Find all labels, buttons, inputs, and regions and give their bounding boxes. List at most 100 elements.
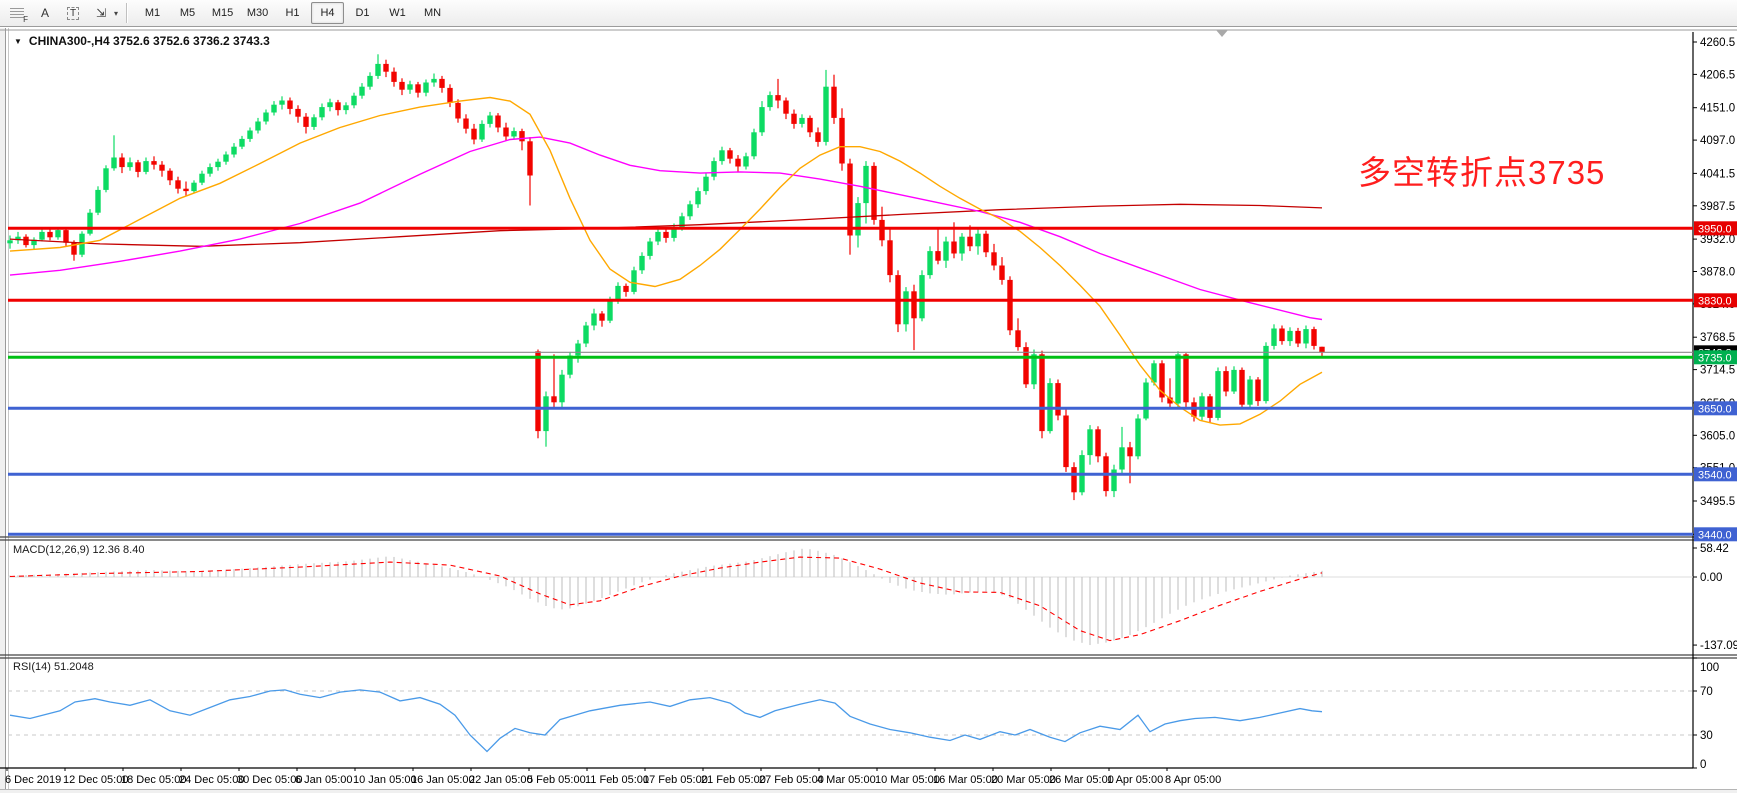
candle-up <box>767 95 773 108</box>
time-axis-label: 18 Dec 05:00 <box>121 774 186 786</box>
title-dropdown-icon[interactable]: ▼ <box>14 36 22 46</box>
candle-up <box>943 241 949 261</box>
timeframe-button-m1[interactable]: M1 <box>144 7 161 19</box>
candle-up <box>575 343 581 356</box>
candle-up <box>311 117 317 127</box>
macd-axis-label: 58.42 <box>1700 543 1729 555</box>
candle-up <box>1087 429 1093 456</box>
candle-up <box>223 154 229 162</box>
price-chart-svg[interactable]: 4260.5 4206.5 4151.0 4097.0 4041.5 3987.5 3932… <box>0 28 1737 792</box>
price-tick-label: 3714.5 <box>1700 365 1735 377</box>
candle-up <box>639 255 645 271</box>
candle-up <box>647 241 653 256</box>
candle-down <box>839 117 845 164</box>
candle-up <box>375 63 381 76</box>
candle-down <box>447 87 453 103</box>
price-badge-label: 3830.0 <box>1698 295 1732 307</box>
time-axis-label: 6 Dec 2019 <box>5 774 61 786</box>
candle-down <box>63 230 69 243</box>
ma-slow-line <box>9 203 1323 247</box>
candle-down <box>1015 330 1021 348</box>
candle-down <box>663 231 669 238</box>
candle-up <box>1119 447 1125 470</box>
candle-down <box>399 81 405 90</box>
candle-down <box>287 100 293 109</box>
price-badge <box>1694 527 1737 542</box>
candle-down <box>1279 328 1285 342</box>
candle-up <box>103 168 109 190</box>
dropdown-caret-icon[interactable]: ▾ <box>114 8 119 18</box>
candle-down <box>535 351 541 432</box>
candle-up <box>247 130 253 139</box>
candle-down <box>1071 467 1077 493</box>
candle-up <box>1175 354 1181 404</box>
candle-up <box>191 182 197 192</box>
macd-indicator-label: MACD(12,26,9) 12.36 8.40 <box>13 544 145 556</box>
price-tick-label: 3932.0 <box>1700 234 1735 246</box>
grid-f-icon[interactable]: F <box>4 2 30 25</box>
candle-down <box>383 63 389 72</box>
window-left-edge <box>0 28 9 792</box>
time-axis-label: 10 Mar 05:00 <box>875 774 940 786</box>
candle-down <box>775 95 781 101</box>
candle-up <box>1199 396 1205 417</box>
candle-up <box>1231 369 1237 392</box>
timeframe-button-m15[interactable]: M15 <box>211 7 234 19</box>
candle-up <box>359 86 365 96</box>
price-badge-label: 3650.0 <box>1698 403 1732 415</box>
candle-down <box>159 164 165 171</box>
time-axis-label: 16 Mar 05:00 <box>933 774 998 786</box>
candle-up <box>719 150 725 162</box>
rsi-line <box>9 689 1323 753</box>
candle-down <box>303 116 309 127</box>
time-axis-label: 26 Mar 05:00 <box>1049 774 1114 786</box>
macd-axis-label: -137.09 <box>1700 640 1737 652</box>
timeframe-button-m30[interactable]: M30 <box>246 7 269 19</box>
text-tool-button[interactable]: T <box>60 2 86 25</box>
candle-down <box>1311 329 1317 346</box>
candle-down <box>1319 346 1325 353</box>
candle-up <box>695 191 701 205</box>
candle-up <box>1263 345 1269 402</box>
candle-up <box>263 112 269 122</box>
candle-up <box>559 374 565 403</box>
candle-up <box>615 285 621 301</box>
timeframe-button-mn[interactable]: MN <box>423 7 442 19</box>
candle-up <box>327 102 333 108</box>
timeframe-button-h4[interactable]: H4 <box>311 2 345 24</box>
letter-a-button[interactable]: A <box>40 6 49 20</box>
arrows-tool-button[interactable]: ⇲ <box>95 6 107 20</box>
timeframe-button-w1[interactable]: W1 <box>389 7 406 19</box>
candle-down <box>847 163 853 236</box>
candle-up <box>583 325 589 344</box>
candle-up <box>7 240 13 244</box>
timeframe-button-d1[interactable]: D1 <box>355 7 370 19</box>
chart-canvas[interactable]: 4260.5 4206.5 4151.0 4097.0 4041.5 3987.5 3932… <box>0 28 1737 797</box>
candle-up <box>591 313 597 326</box>
candle-up <box>1135 418 1141 457</box>
time-axis-label: 27 Feb 05:00 <box>759 774 824 786</box>
price-tick-label: 3987.5 <box>1700 201 1735 213</box>
price-badge <box>1694 221 1737 236</box>
candle-up <box>799 117 805 124</box>
candle-down <box>23 236 29 246</box>
candle-down <box>135 162 141 172</box>
chart-shift-marker-icon[interactable] <box>1216 30 1228 37</box>
candle-down <box>815 132 821 142</box>
time-axis-label: 6 Jan 05:00 <box>295 774 353 786</box>
candle-up <box>703 176 709 192</box>
timeframe-button-m5[interactable]: M5 <box>179 7 196 19</box>
grid-f-letter: F <box>23 14 28 24</box>
candle-up <box>367 75 373 87</box>
rsi-axis-label: 100 <box>1700 662 1719 674</box>
text-tool-icon: T <box>66 6 80 20</box>
timeframe-button-h1[interactable]: H1 <box>285 7 300 19</box>
time-axis-label: 11 Feb 05:00 <box>585 774 649 786</box>
price-badge-label: 3950.0 <box>1698 223 1732 235</box>
candle-down <box>183 188 189 192</box>
candle-down <box>335 102 341 111</box>
candle-down <box>1007 279 1013 331</box>
candle-up <box>1215 371 1221 418</box>
rsi-indicator-label: RSI(14) 51.2048 <box>13 661 94 673</box>
chart-window[interactable]: 4260.5 4206.5 4151.0 4097.0 4041.5 3987.5 3932… <box>0 28 1737 793</box>
